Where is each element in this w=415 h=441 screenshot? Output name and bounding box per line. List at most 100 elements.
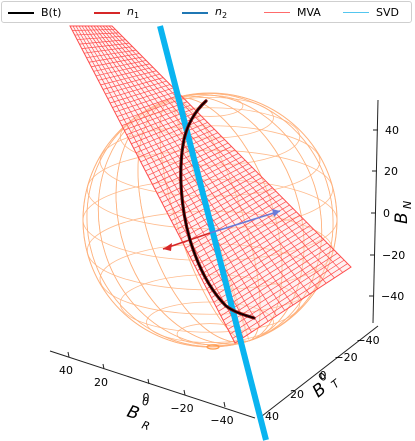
y-tick-label-4: 40 [265,410,279,423]
mva-plane-gridline-b29 [138,125,212,158]
y-tick-label-2: 0 [320,369,327,382]
mva-plane-gridline-b46 [178,184,270,235]
x-tick-mark-2 [147,378,150,385]
y-tick-label-1: −20 [334,351,357,364]
x-tick-mark-0 [67,351,70,358]
mva-plane-gridline-b68 [230,259,345,335]
mva-plane-gridline-b6 [84,46,133,54]
mva-plane-gridline-b55 [199,215,300,276]
z-axis-title: B N [392,201,414,224]
planes [69,25,352,441]
y-axis-title-main: B [309,379,331,402]
mva-plane-gridline-b69 [232,263,348,339]
mva-plane-gridline-b2 [74,32,119,36]
sphere-latitude-10 [176,94,244,117]
mva-plane-gridline-b1 [72,29,116,31]
sphere-pole [206,344,220,350]
mva-plane-gridline-b48 [182,190,277,244]
sphere-longitude-11 [86,93,334,347]
legend-item-n1: n1 [94,4,139,21]
mva-plane-gridline-b30 [140,128,215,163]
mva-plane-gridline-b13 [100,70,157,86]
legend-item-n2: n2 [182,4,227,21]
tick-marks: 40 20 0 −20 −40 40 20 0 −20 −40 −40 −20 0 20 40 [59,124,405,427]
mva-plane-gridline-b66 [225,252,338,326]
legend-swatch-mva [264,12,290,13]
legend-label-mva: MVA [297,6,321,19]
mva-plane-gridline-b21 [119,97,184,122]
z-axis-line [372,99,379,324]
x-axis-line [49,350,256,419]
normal-vectors [162,209,281,251]
mva-plane-gridline-b41 [166,166,253,212]
bt-trace [179,99,256,320]
mva-plane-gridline-b27 [133,118,205,149]
legend-swatch-n2 [182,11,208,14]
legend-label-svd: SVD [376,6,399,19]
legend-item-bt: B(t) [8,4,61,21]
mva-plane-gridline-b63 [218,242,328,312]
mva-plane-gridline-b12 [98,66,154,81]
n2-vector-line [209,210,281,234]
legend-label-n2: n2 [215,4,228,21]
mva-plane-gridline-b62 [215,239,324,308]
mva-plane-gridline-b5 [81,42,130,49]
mva-plane-gridline-b53 [194,208,294,267]
n1-vector-head [163,243,172,251]
x-tick-label-0: 40 [59,364,73,377]
z-tick-label-3: −20 [382,249,405,262]
legend-item-mva: MVA [264,4,321,21]
x-tick-label-3: −20 [170,402,193,415]
y-tick-label-3: 20 [290,388,304,401]
x-axis-title-sub: R [140,418,151,433]
sphere-latitude-9 [146,96,274,139]
mva-plane-gridline-b11 [95,63,150,77]
z-tick-label-1: 20 [384,165,398,178]
mva-plane-gridline-b35 [152,146,232,185]
mva-plane-gridline-b10 [93,60,147,72]
mva-plane-gridline-b28 [135,122,208,154]
mva-plane-gridline-b17 [109,84,171,104]
legend-swatch-svd [343,12,369,13]
x-axis-title: B R 0 [124,394,151,433]
mva-plane-gridline-b54 [197,211,297,271]
mva-plane-gridline-b43 [171,173,259,222]
mva-plane-gridline-b15 [105,77,164,95]
x-tick-mark-4 [223,401,226,408]
mva-plane-gridline-b18 [112,87,174,108]
mva-plane-gridline-b51 [190,201,287,258]
mva-plane-gridline-b4 [79,39,126,45]
mva-plane-gridline-b7 [86,49,136,59]
mva-plane-gridline-b22 [121,101,188,126]
mva-plane-gridline-b16 [107,80,167,99]
y-tick-label-0: −40 [356,334,379,347]
legend-swatch-n1 [94,11,120,14]
x-tick-mark-3 [183,389,186,396]
legend-swatch-bt [8,11,34,14]
mva-plane-gridline-b40 [164,163,249,208]
mva-plane-gridline-b65 [223,249,335,321]
z-tick-label-4: −40 [381,290,404,303]
z-tick-label-2: 0 [383,207,390,220]
sphere-latitude-1 [146,301,274,344]
mva-plane-gridline-b8 [88,53,140,63]
bt-trace-line [180,100,255,319]
x-tick-mark-1 [102,363,105,370]
y-axis-title-sub: T [329,376,343,391]
x-axis-title-sup: 0 [140,394,151,409]
mva-plane-gridline-b34 [149,142,229,181]
mva-plane-gridline-b20 [117,94,181,117]
mva-plane-gridline-b14 [102,73,160,90]
y-axis-line [261,325,379,417]
mva-plane-gridline-b39 [161,159,246,203]
mva-plane-surface [69,25,352,344]
z-axis-title-main: B [392,212,412,224]
n2-vector-head [272,209,280,217]
svd-plane [157,25,269,441]
mva-plane-gridline-b56 [201,218,304,280]
x-tick-label-4: −40 [210,414,233,427]
x-tick-label-2: 0 [143,391,150,404]
mva-plane-gridline-b31 [142,132,218,167]
